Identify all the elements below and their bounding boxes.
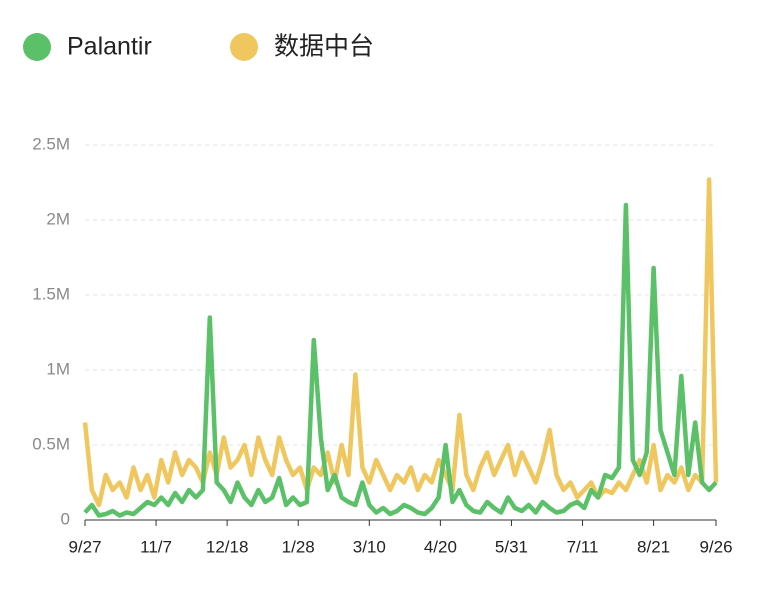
x-tick-label: 8/21 — [637, 537, 670, 556]
legend-label: 数据中台 — [274, 33, 374, 61]
x-tick-label: 5/31 — [495, 537, 528, 556]
x-tick-label: 9/26 — [699, 537, 732, 556]
y-tick-label: 1M — [46, 359, 70, 378]
x-tick-label: 11/7 — [140, 537, 172, 556]
x-tick-label: 12/18 — [206, 537, 249, 556]
x-tick-label: 9/27 — [68, 537, 101, 556]
series-line — [82, 177, 719, 508]
series-line — [83, 202, 718, 518]
y-tick-label: 0.5M — [32, 434, 70, 453]
y-tick-label: 2.5M — [32, 134, 70, 153]
legend-marker — [230, 33, 258, 61]
x-tick-label: 3/10 — [353, 537, 386, 556]
x-tick-label: 1/28 — [282, 537, 315, 556]
y-tick-label: 0 — [61, 509, 70, 528]
x-tick-label: 4/20 — [424, 537, 457, 556]
y-tick-label: 1.5M — [32, 284, 70, 303]
y-tick-label: 2M — [46, 209, 70, 228]
legend-label: Palantir — [67, 33, 152, 61]
x-tick-label: 7/11 — [567, 537, 599, 556]
legend-marker — [23, 33, 51, 61]
